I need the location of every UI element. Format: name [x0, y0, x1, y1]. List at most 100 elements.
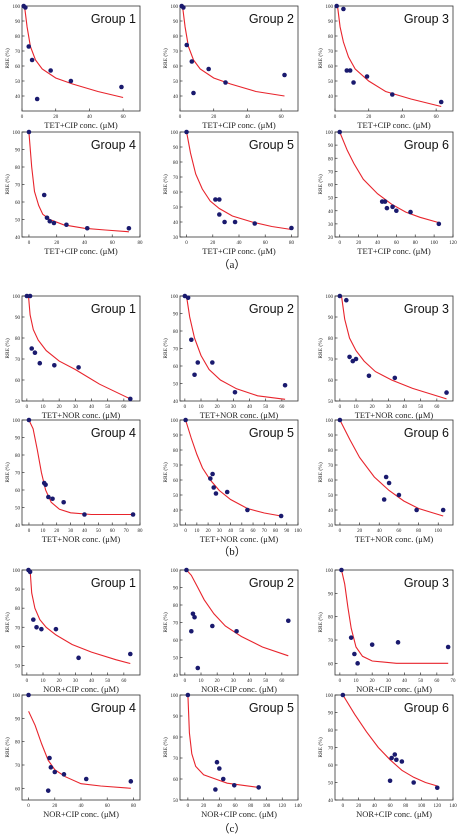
data-point [27, 293, 33, 299]
data-point [45, 788, 51, 793]
x-tick-label: 50 [105, 679, 111, 684]
y-tick-label: 60 [15, 379, 21, 384]
x-axis-label: TET+NOR conc. (μM) [42, 534, 121, 544]
group-title: Group 3 [404, 576, 449, 590]
y-tick-label: 50 [173, 383, 179, 388]
data-point [32, 350, 38, 356]
y-tick-label: 90 [173, 20, 179, 25]
x-tick-label: 10 [41, 679, 47, 684]
fit-curve [186, 131, 292, 231]
y-tick-label: 90 [173, 434, 179, 439]
y-tick-label: 100 [326, 419, 334, 424]
group-title: Group 1 [91, 12, 136, 26]
x-tick-label: 50 [418, 405, 424, 410]
fit-curve [185, 295, 286, 400]
x-axis-label: TET+NOR conc. (μM) [355, 410, 434, 420]
x-tick-label: 0 [179, 115, 182, 120]
x-tick-label: 40 [237, 241, 243, 246]
chart-b-6: 30 40 50 60 70 80 90 100 0 20 40 60 80 100 RRE (%) TET+… [317, 417, 454, 544]
x-axis-label: TET+CIP conc. (μM) [357, 246, 431, 256]
y-tick-label: 60 [173, 65, 179, 70]
y-tick-label: 80 [15, 166, 21, 171]
data-point [210, 360, 215, 365]
x-tick-label: 0 [21, 115, 24, 120]
x-tick-label: 40 [228, 529, 234, 534]
y-axis-label: RRE (%) [4, 174, 11, 194]
x-tick-label: 10 [41, 405, 47, 410]
x-tick-label: 0 [339, 405, 342, 410]
y-tick-label: 90 [328, 20, 334, 25]
data-point [195, 360, 201, 365]
data-point [61, 772, 67, 777]
x-tick-label: 40 [82, 241, 88, 246]
data-point [47, 218, 53, 224]
plot-frame [21, 5, 141, 112]
y-tick-label: 80 [15, 741, 21, 746]
data-point [31, 617, 36, 622]
data-point [24, 293, 30, 299]
data-point [61, 499, 66, 505]
x-tick-label: 40 [402, 405, 408, 410]
x-axis-label: NOR+CIP conc. (μM) [201, 684, 277, 694]
data-point [190, 611, 196, 617]
x-tick-label: 70 [451, 679, 457, 684]
y-axis-label: RRE (%) [4, 462, 11, 482]
y-tick-label: 80 [328, 729, 334, 734]
x-tick-label: 10 [354, 405, 360, 410]
x-tick-label: 140 [449, 804, 457, 809]
data-point [445, 644, 451, 650]
x-tick-label: 10 [199, 679, 205, 684]
data-point [76, 365, 81, 370]
y-tick-label: 50 [328, 782, 334, 787]
x-tick-label: 30 [231, 405, 237, 410]
y-axis-label: RRE (%) [162, 338, 169, 358]
panel-label-b: （b） [218, 546, 246, 558]
data-point [192, 614, 197, 620]
x-tick-label: 80 [413, 241, 419, 246]
data-point [50, 496, 55, 502]
y-tick-label: 40 [15, 95, 21, 100]
group-title: Group 5 [249, 701, 294, 715]
y-axis-label: RRE (%) [4, 612, 11, 632]
data-point [183, 417, 188, 423]
x-axis-label: NOR+CIP conc. (μM) [43, 809, 119, 819]
x-axis-label: NOR+CIP conc. (μM) [43, 684, 119, 694]
group-title: Group 2 [249, 302, 294, 316]
data-point [364, 74, 370, 79]
y-axis-label: RRE (%) [4, 338, 11, 358]
x-tick-label: 100 [430, 241, 438, 246]
plot-frame [21, 295, 141, 402]
chart-a-5: 30 40 50 60 70 80 90 100 0 20 40 60 80 RRE (%) TET+CIP… [162, 129, 299, 256]
y-tick-label: 70 [15, 358, 21, 363]
x-tick-label: 60 [396, 529, 402, 534]
chart-c-2: 40 50 60 70 80 90 100 0 10 20 30 40 50 60 RRE (%) NOR+C… [162, 567, 299, 694]
data-point [353, 356, 359, 362]
x-tick-label: 100 [263, 804, 271, 809]
x-tick-label: 20 [370, 405, 376, 410]
x-tick-label: 20 [211, 115, 217, 120]
y-tick-label: 80 [173, 449, 179, 454]
x-tick-label: 60 [279, 679, 285, 684]
y-tick-label: 70 [173, 50, 179, 55]
x-tick-label: 40 [89, 679, 95, 684]
data-point [392, 375, 398, 381]
y-axis-label: RRE (%) [317, 612, 324, 632]
y-tick-label: 100 [171, 569, 179, 574]
y-tick-label: 50 [15, 219, 21, 224]
data-point [29, 346, 34, 351]
data-point [224, 489, 230, 495]
x-tick-label: 40 [400, 115, 406, 120]
data-point [26, 44, 32, 49]
data-point [231, 783, 237, 788]
x-tick-label: 20 [52, 804, 58, 809]
fit-curve [340, 295, 447, 400]
y-tick-label: 70 [15, 764, 21, 769]
data-point [189, 337, 194, 343]
y-tick-label: 100 [326, 694, 334, 699]
data-point [82, 512, 87, 517]
plot-frame [334, 295, 454, 402]
data-point [43, 482, 48, 488]
data-point [408, 209, 413, 215]
group-title: Group 1 [91, 576, 136, 590]
data-point [383, 474, 389, 480]
